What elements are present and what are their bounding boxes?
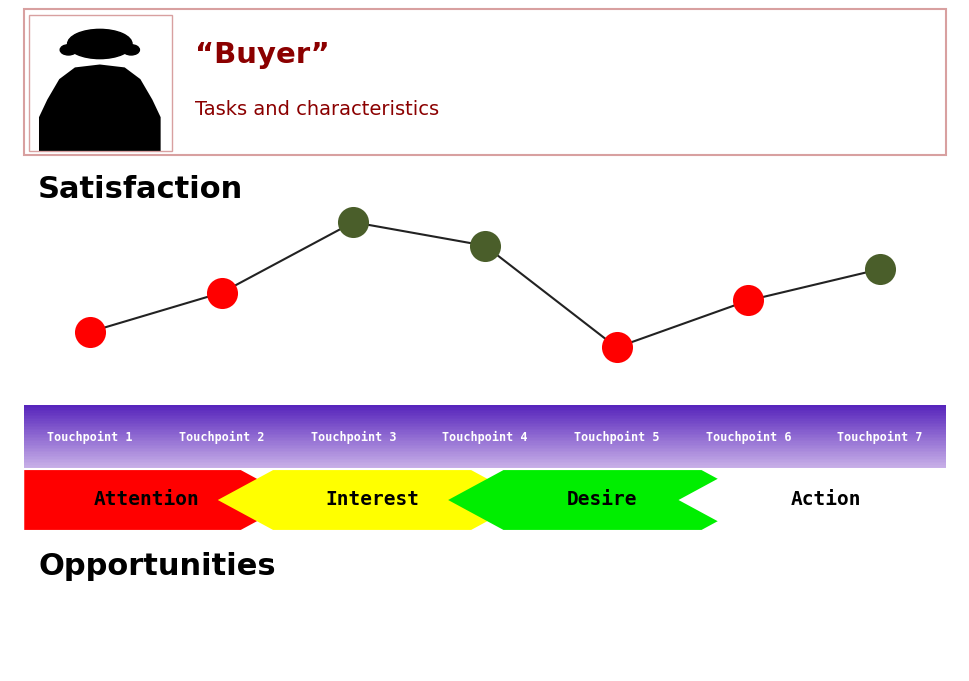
Bar	[24, 417, 945, 419]
Bar	[24, 445, 945, 446]
Point	[871, 264, 887, 274]
Bar	[24, 422, 945, 424]
Bar	[24, 407, 945, 409]
Bar	[24, 439, 945, 440]
Ellipse shape	[60, 45, 77, 55]
Bar	[24, 454, 945, 456]
Bar	[24, 427, 945, 429]
Bar	[24, 462, 945, 464]
Polygon shape	[677, 470, 945, 530]
Text: Touchpoint 1: Touchpoint 1	[47, 431, 133, 444]
Bar	[24, 457, 945, 459]
Text: Touchpoint 6: Touchpoint 6	[704, 431, 791, 444]
Text: “Buyer”: “Buyer”	[195, 41, 329, 69]
Text: Attention: Attention	[93, 490, 199, 509]
Bar	[24, 429, 945, 430]
Bar	[24, 435, 945, 437]
Bar	[24, 432, 945, 434]
Point	[477, 240, 492, 251]
Bar	[24, 410, 945, 411]
Bar	[24, 411, 945, 413]
Bar	[24, 459, 945, 460]
Point	[214, 287, 230, 298]
Bar	[24, 441, 945, 443]
Text: Touchpoint 5: Touchpoint 5	[574, 431, 659, 444]
Bar	[24, 446, 945, 447]
Text: Action: Action	[790, 490, 860, 509]
Text: Touchpoint 3: Touchpoint 3	[310, 431, 395, 444]
Text: Desire: Desire	[567, 490, 637, 509]
Bar	[24, 409, 945, 410]
Polygon shape	[24, 470, 296, 530]
Bar	[24, 466, 945, 469]
Bar	[24, 415, 945, 416]
Bar	[24, 460, 945, 462]
Bar	[24, 430, 945, 432]
Bar	[24, 413, 945, 415]
Polygon shape	[39, 65, 161, 151]
Bar	[24, 437, 945, 439]
Text: Interest: Interest	[325, 490, 419, 509]
Text: Satisfaction: Satisfaction	[38, 175, 243, 204]
Bar	[24, 405, 945, 407]
Text: Touchpoint 4: Touchpoint 4	[442, 431, 527, 444]
Bar	[24, 465, 945, 466]
Point	[345, 217, 360, 227]
Bar	[24, 452, 945, 454]
Point	[739, 295, 755, 306]
Bar	[24, 451, 945, 452]
Text: Tasks and characteristics: Tasks and characteristics	[195, 99, 438, 118]
Bar	[24, 447, 945, 449]
Text: Touchpoint 7: Touchpoint 7	[836, 431, 922, 444]
Bar	[24, 426, 945, 427]
Polygon shape	[448, 470, 756, 530]
Bar	[24, 449, 945, 451]
Text: Opportunities: Opportunities	[38, 552, 275, 581]
Point	[82, 326, 98, 337]
Point	[609, 342, 624, 353]
Bar	[24, 464, 945, 465]
Ellipse shape	[68, 29, 132, 59]
Bar	[24, 416, 945, 417]
Polygon shape	[217, 470, 526, 530]
Bar	[24, 456, 945, 457]
Bar	[24, 424, 945, 426]
Ellipse shape	[123, 45, 140, 55]
Bar	[29, 15, 172, 151]
Bar	[24, 419, 945, 421]
Bar	[24, 443, 945, 445]
Bar	[24, 440, 945, 441]
Bar	[24, 421, 945, 422]
Bar	[24, 434, 945, 435]
Text: Touchpoint 2: Touchpoint 2	[178, 431, 265, 444]
